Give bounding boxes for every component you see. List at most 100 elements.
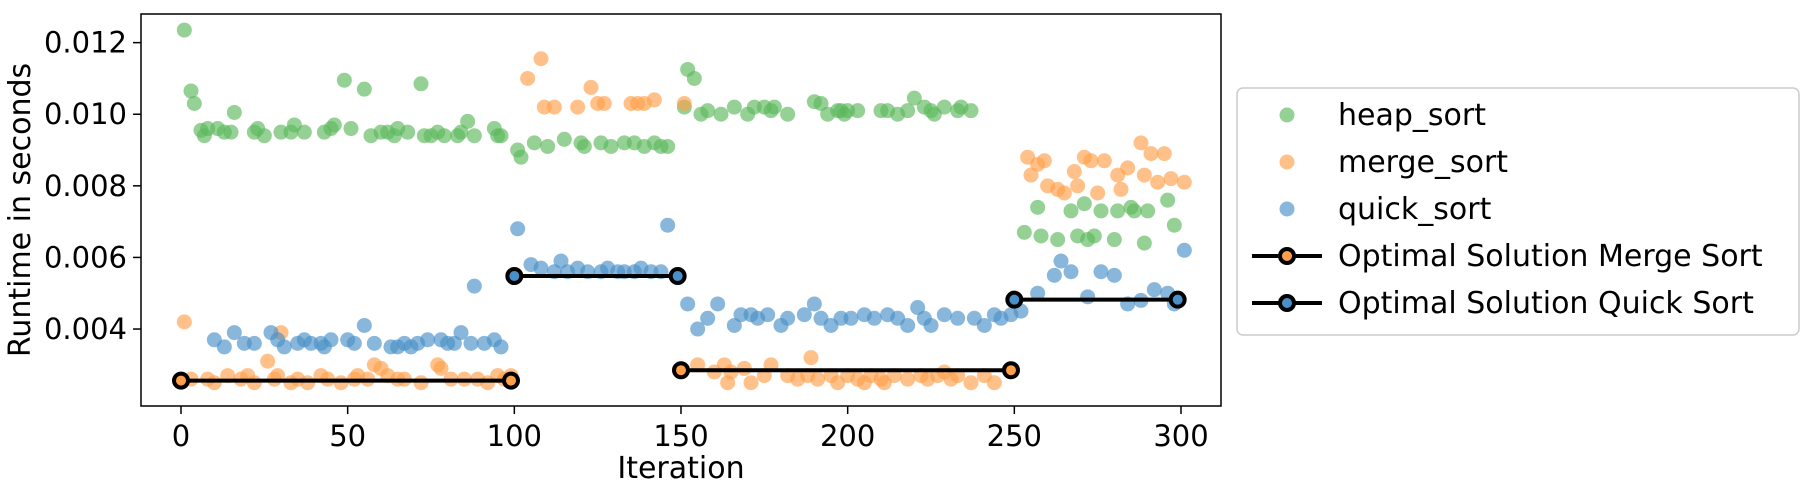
- quick-sort-point: [806, 296, 822, 312]
- x-tick-label: 0: [172, 419, 190, 453]
- heap-sort-point: [436, 128, 452, 144]
- legend-marker: [1278, 294, 1296, 312]
- legend-marker: [1278, 247, 1296, 265]
- optimal-solution-quick-sort-marker: [505, 267, 524, 286]
- heap-sort-point: [176, 22, 192, 38]
- quick-sort-point: [843, 310, 859, 326]
- quick-sort-point: [463, 335, 479, 351]
- legend-label: quick_sort: [1338, 192, 1492, 227]
- quick-sort-point: [446, 335, 462, 351]
- heap-sort-point: [900, 103, 916, 119]
- x-tick-label: 50: [329, 419, 366, 453]
- heap-sort-point: [1033, 228, 1049, 244]
- heap-sort-point: [906, 90, 922, 106]
- quick-sort-point: [690, 321, 706, 337]
- merge-sort-point: [300, 375, 316, 391]
- x-tick-label: 250: [987, 419, 1042, 453]
- merge-sort-point: [1156, 146, 1172, 162]
- merge-sort-point: [1056, 185, 1072, 201]
- quick-sort-point: [923, 317, 939, 333]
- merge-sort-point: [246, 375, 262, 391]
- merge-sort-point: [533, 51, 549, 67]
- quick-sort-point: [510, 221, 526, 237]
- merge-sort-point: [1096, 153, 1112, 169]
- heap-sort-point: [356, 81, 372, 97]
- legend-marker: [1279, 201, 1295, 217]
- heap-sort-point: [1093, 203, 1109, 219]
- legend-item-optimal-solution-merge-sort: Optimal Solution Merge Sort: [1252, 239, 1763, 274]
- quick-sort-point: [900, 317, 916, 333]
- x-tick-label: 300: [1153, 419, 1208, 453]
- heap-sort-point: [850, 103, 866, 119]
- merge-sort-point: [803, 350, 819, 366]
- quick-sort-point: [493, 339, 509, 355]
- heap-sort-point: [936, 99, 952, 115]
- series-heap-sort: [176, 22, 1182, 251]
- optimal-solution-quick-sort-marker: [1168, 290, 1187, 309]
- heap-sort-point: [576, 138, 592, 154]
- quick-sort-point: [866, 310, 882, 326]
- heap-sort-point: [660, 138, 676, 154]
- merge-sort-point: [570, 99, 586, 115]
- heap-sort-point: [1110, 203, 1126, 219]
- legend-frame: [1236, 87, 1800, 336]
- heap-sort-point: [766, 99, 782, 115]
- merge-sort-point: [676, 95, 692, 111]
- heap-sort-point: [603, 138, 619, 154]
- quick-sort-point: [1176, 242, 1192, 258]
- quick-sort-point: [366, 335, 382, 351]
- legend-item-heap-sort: heap_sort: [1279, 98, 1486, 133]
- quick-sort-point: [976, 317, 992, 333]
- merge-sort-point: [176, 314, 192, 330]
- quick-sort-point: [1106, 267, 1122, 283]
- quick-sort-point: [936, 307, 952, 323]
- merge-sort-point: [583, 79, 599, 95]
- quick-sort-point: [453, 325, 469, 341]
- merge-sort-point: [1023, 167, 1039, 183]
- heap-sort-point: [460, 113, 476, 129]
- merge-sort-point: [810, 371, 826, 387]
- legend-item-optimal-solution-quick-sort: Optimal Solution Quick Sort: [1252, 286, 1754, 321]
- quick-sort-point: [760, 307, 776, 323]
- quick-sort-point: [796, 307, 812, 323]
- heap-sort-point: [713, 106, 729, 122]
- optimal-solution-merge-sort-marker: [502, 371, 520, 390]
- merge-sort-point: [260, 353, 276, 369]
- y-tick-label: 0.004: [44, 312, 127, 346]
- heap-sort-point: [700, 103, 716, 119]
- merge-sort-point: [333, 375, 349, 391]
- heap-sort-point: [326, 117, 342, 133]
- heap-sort-point: [1106, 232, 1122, 248]
- quick-sort-point: [420, 332, 436, 348]
- heap-sort-point: [780, 106, 796, 122]
- heap-sort-point: [223, 124, 239, 140]
- merge-sort-point: [1036, 153, 1052, 169]
- heap-sort-point: [493, 128, 509, 144]
- heap-sort-point: [963, 103, 979, 119]
- quick-sort-point: [910, 300, 926, 316]
- quick-sort-point: [726, 317, 742, 333]
- merge-sort-point: [206, 375, 222, 391]
- merge-sort-point: [1143, 146, 1159, 162]
- quick-sort-point: [660, 217, 676, 233]
- x-tick-label: 200: [820, 419, 875, 453]
- legend-label: Optimal Solution Quick Sort: [1338, 286, 1754, 321]
- quick-sort-point: [1080, 289, 1096, 305]
- heap-sort-point: [556, 131, 572, 147]
- quick-sort-point: [1053, 253, 1069, 269]
- series-optimal-solution-quick-sort: [505, 267, 1187, 309]
- merge-sort-point: [743, 375, 759, 391]
- y-tick-label: 0.012: [44, 26, 127, 60]
- x-tick-label: 100: [487, 419, 542, 453]
- quick-sort-point: [276, 339, 292, 355]
- heap-sort-point: [226, 104, 242, 120]
- legend-label: merge_sort: [1338, 145, 1508, 180]
- optimal-solution-merge-sort-marker: [1002, 361, 1020, 380]
- quick-sort-point: [1146, 282, 1162, 298]
- heap-sort-point: [453, 124, 469, 140]
- y-axis: 0.004 0.006 0.008 0.010 0.012: [44, 26, 141, 346]
- heap-sort-point: [1050, 232, 1066, 248]
- merge-sort-point: [520, 70, 536, 86]
- merge-sort-point: [1163, 171, 1179, 187]
